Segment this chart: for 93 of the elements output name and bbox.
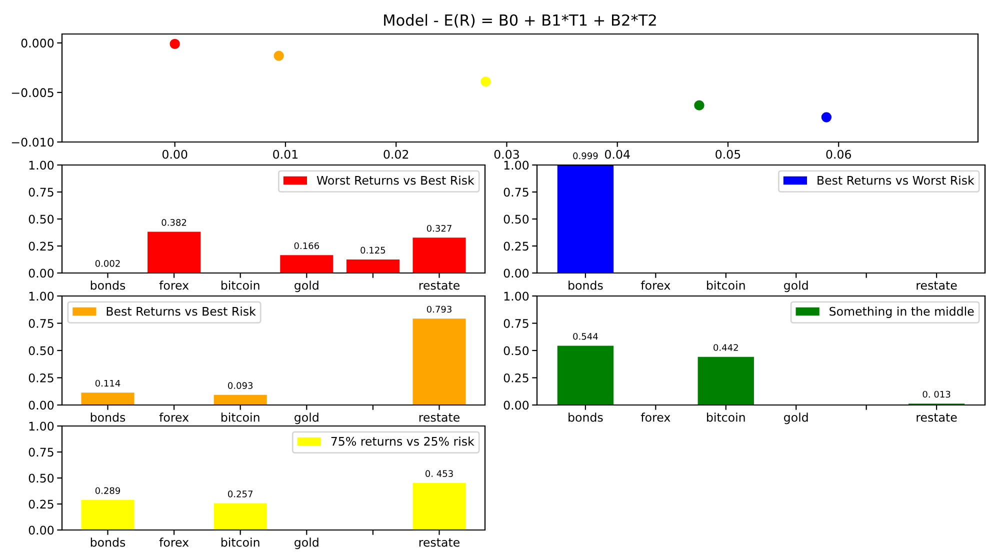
- legend-label: Something in the middle: [830, 306, 974, 318]
- legend-label: 75% returns vs 25% risk: [331, 436, 474, 446]
- x-tick-label: bitcoin: [707, 280, 745, 290]
- y-tick-label: −0.010: [12, 138, 54, 147]
- data-label: 0.999: [573, 152, 598, 160]
- bar: [280, 255, 334, 273]
- y-tick-label: 1.00: [29, 160, 54, 170]
- data-label: 0.289: [95, 487, 120, 494]
- y-tick-label: 1.00: [29, 422, 54, 431]
- y-tick-label: 0.75: [504, 318, 528, 328]
- bar: [412, 482, 466, 530]
- y-tick-label: 1.00: [504, 160, 529, 170]
- y-tick-label: 1.00: [29, 292, 54, 301]
- y-tick-label: 0.00: [28, 526, 54, 535]
- x-tick-label: 0.06: [826, 150, 852, 159]
- y-tick-label: 0.00: [28, 268, 54, 278]
- y-tick-label: 0.50: [28, 214, 54, 224]
- x-tick-label: gold: [294, 280, 318, 292]
- x-tick-label: forex: [640, 280, 670, 290]
- x-tick-label: gold: [784, 280, 808, 292]
- y-tick-label: 0.75: [28, 318, 54, 328]
- legend-label: Best Returns vs Worst Risk: [818, 176, 974, 185]
- x-tick-label: gold: [294, 412, 318, 424]
- x-tick-label: restate: [916, 281, 957, 290]
- data-label: 0.002: [95, 260, 120, 267]
- y-tick-label: 0.000: [21, 38, 54, 48]
- data-label: 0.093: [228, 382, 253, 389]
- x-tick-label: forex: [159, 538, 189, 547]
- bar: [148, 232, 201, 273]
- x-tick-label: 0.03: [494, 150, 519, 159]
- legend-label: Best Returns vs Best Risk: [106, 306, 256, 316]
- chart-title: Model - E(R) = B0 + B1*T1 + B2*T2: [384, 14, 656, 28]
- bar: [557, 346, 614, 405]
- x-tick-label: 0.05: [716, 150, 740, 159]
- x-tick-label: 0.04: [604, 150, 630, 159]
- y-tick-label: 0.75: [504, 188, 528, 197]
- y-tick-label: 0.00: [504, 400, 529, 410]
- y-tick-label: 0.75: [28, 448, 54, 457]
- x-tick-label: bonds: [568, 412, 603, 422]
- y-tick-label: 0.75: [28, 188, 54, 197]
- y-tick-label: 0.50: [504, 346, 529, 356]
- x-tick-label: gold: [294, 538, 318, 550]
- x-tick-label: forex: [159, 280, 189, 290]
- y-tick-label: 0.50: [504, 214, 529, 224]
- x-tick-label: gold: [784, 412, 808, 424]
- x-tick-label: restate: [419, 413, 460, 422]
- bar: [214, 394, 267, 405]
- bar: [214, 503, 267, 530]
- y-tick-label: −0.005: [12, 88, 54, 98]
- y-tick-label: 1.00: [504, 292, 529, 301]
- x-tick-label: restate: [916, 413, 957, 422]
- data-label: 0.544: [573, 332, 598, 340]
- x-tick-label: bitcoin: [221, 412, 260, 422]
- x-tick-label: forex: [159, 412, 189, 422]
- x-tick-label: 0.01: [273, 150, 298, 159]
- x-tick-label: bonds: [90, 412, 126, 422]
- x-tick-label: forex: [640, 412, 670, 422]
- x-tick-label: 0.00: [162, 150, 188, 159]
- data-label: 0. 013: [922, 390, 950, 398]
- y-tick-label: 0.25: [28, 373, 54, 382]
- x-tick-label: bonds: [90, 538, 126, 547]
- data-label: 0.125: [360, 246, 386, 254]
- x-tick-label: bitcoin: [221, 280, 260, 290]
- data-label: 0.382: [162, 219, 186, 226]
- x-tick-label: restate: [419, 538, 460, 547]
- y-tick-label: 0.50: [28, 474, 54, 483]
- x-tick-label: bitcoin: [707, 412, 745, 422]
- data-label: 0.166: [294, 242, 320, 250]
- y-tick-label: 0.00: [504, 268, 529, 278]
- x-tick-label: bonds: [90, 280, 126, 290]
- x-tick-label: 0.02: [384, 150, 408, 159]
- y-tick-label: 0.25: [28, 242, 54, 251]
- bar: [412, 238, 466, 273]
- x-tick-label: bonds: [568, 280, 603, 290]
- x-tick-label: restate: [419, 281, 460, 290]
- y-tick-label: 0.25: [504, 242, 528, 251]
- data-label: 0.793: [426, 306, 452, 313]
- bar: [81, 500, 134, 530]
- data-label: 0.327: [426, 224, 452, 232]
- data-label: 0. 453: [425, 470, 453, 477]
- y-tick-label: 0.50: [28, 346, 54, 356]
- x-tick-label: bitcoin: [221, 538, 260, 547]
- data-label: 0.257: [228, 490, 252, 498]
- bar: [698, 356, 754, 405]
- bar: [346, 260, 400, 273]
- data-label: 0.442: [714, 344, 738, 351]
- bar: [81, 392, 134, 405]
- data-label: 0.114: [95, 380, 120, 387]
- y-tick-label: 0.25: [28, 500, 54, 509]
- legend-label: Worst Returns vs Best Risk: [316, 176, 474, 185]
- y-tick-label: 0.25: [504, 373, 528, 382]
- y-tick-label: 0.00: [28, 400, 54, 410]
- bar: [412, 318, 466, 405]
